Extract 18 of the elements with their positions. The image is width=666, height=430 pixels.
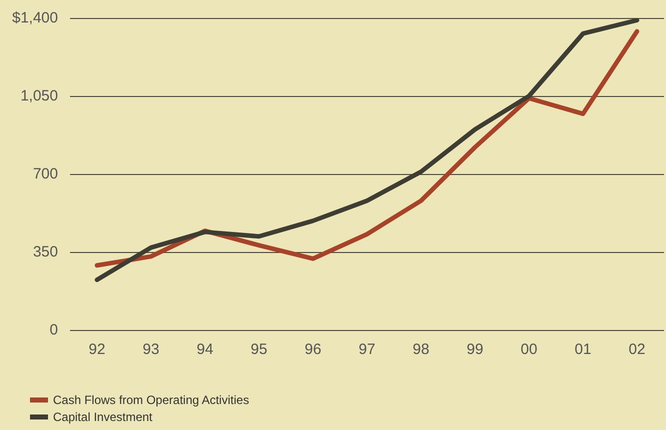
x-tick-label: 01 xyxy=(574,341,592,358)
x-tick-label: 94 xyxy=(196,341,214,358)
x-tick-label: 00 xyxy=(520,341,538,358)
y-tick-label: 1,050 xyxy=(20,88,58,104)
y-tick-label: 350 xyxy=(32,244,58,260)
y-tick-label: $1,400 xyxy=(12,10,58,26)
x-tick-label: 93 xyxy=(142,341,160,358)
x-tick-label: 02 xyxy=(628,341,646,358)
y-tick-label: 0 xyxy=(50,322,58,338)
x-tick-label: 97 xyxy=(358,341,376,358)
x-tick-label: 98 xyxy=(412,341,430,358)
x-tick-label: 95 xyxy=(250,341,268,358)
y-tick-label: 700 xyxy=(32,166,58,182)
legend-label: Cash Flows from Operating Activities xyxy=(53,393,250,407)
x-tick-label: 96 xyxy=(304,341,322,358)
x-tick-label: 92 xyxy=(88,341,106,358)
legend-label: Capital Investment xyxy=(53,410,154,424)
x-tick-label: 99 xyxy=(466,341,484,358)
